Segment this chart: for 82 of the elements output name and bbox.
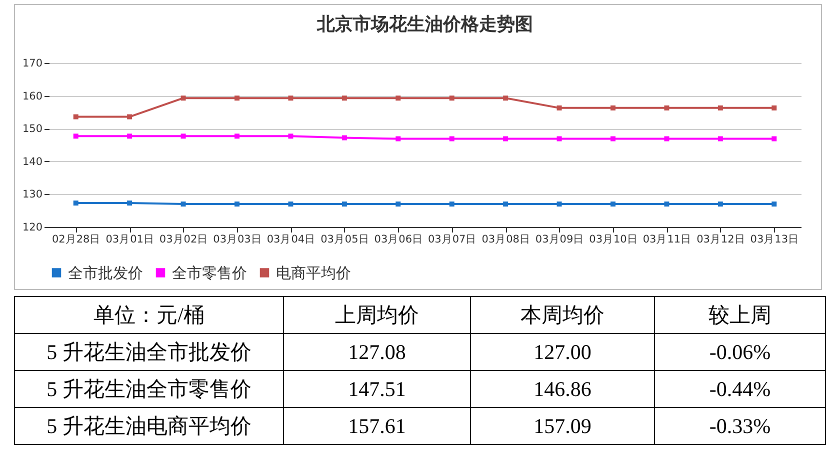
point (342, 135, 347, 140)
chart-title: 北京市场花生油价格走势图 (316, 14, 533, 35)
text: -0.33% (654, 408, 826, 444)
point (342, 96, 347, 101)
point (396, 202, 401, 207)
point (396, 96, 401, 101)
point (180, 134, 186, 139)
point (556, 105, 562, 110)
point (503, 136, 508, 142)
text: 127.08 (284, 334, 470, 370)
text: 较上周 (654, 296, 826, 334)
point (718, 105, 723, 110)
y-tick-label: 140 (22, 156, 42, 168)
point (556, 202, 562, 207)
point (342, 202, 347, 207)
x-tick-label: 03月02日 (159, 234, 208, 246)
x-tick-label: 03月12日 (696, 234, 746, 246)
y-tick-label: 120 (22, 222, 42, 234)
text: 157.61 (284, 408, 470, 444)
x-tick-label: 03月13日 (750, 234, 800, 246)
point (73, 114, 78, 120)
point (234, 134, 240, 139)
y-tick-label: 150 (22, 123, 42, 136)
point (127, 134, 132, 139)
legend-label: 电商平均价 (276, 264, 351, 282)
x-tick-label: 03月07日 (428, 234, 477, 246)
point (772, 202, 777, 207)
point (503, 96, 508, 101)
point (772, 136, 777, 142)
x-tick-label: 03月04日 (266, 234, 316, 246)
text: 127.00 (470, 334, 654, 370)
point (73, 134, 78, 139)
point (396, 136, 401, 142)
x-tick-label: 02月28日 (52, 234, 101, 246)
point (234, 96, 240, 101)
point (288, 96, 294, 101)
point (180, 96, 186, 101)
text: -0.44% (654, 370, 826, 408)
point (610, 105, 616, 110)
x-tick-label: 03月09日 (535, 234, 584, 246)
legend-label: 全市零售价 (172, 264, 247, 282)
text: 147.51 (284, 370, 470, 408)
point (288, 202, 294, 207)
point (234, 202, 240, 207)
point (664, 136, 670, 142)
legend-label: 全市批发价 (68, 264, 143, 282)
y-tick-label: 170 (22, 58, 42, 70)
text: 146.86 (470, 370, 654, 408)
point (718, 136, 723, 142)
point (664, 202, 670, 207)
text: -0.06% (654, 334, 826, 370)
point (449, 202, 454, 207)
point (449, 136, 454, 142)
point (718, 202, 723, 207)
y-tick-label: 130 (22, 188, 42, 201)
point (127, 200, 132, 206)
x-tick-label: 03月11日 (642, 234, 692, 246)
text: 5 升花生油全市零售价 (14, 370, 284, 408)
text: 本周均价 (470, 296, 654, 334)
x-tick-label: 03月03日 (213, 234, 262, 246)
text: 157.09 (470, 408, 654, 444)
x-tick-label: 03月10日 (589, 234, 638, 246)
x-tick-label: 03月06日 (374, 234, 424, 246)
point (180, 202, 186, 207)
y-tick-label: 160 (22, 90, 42, 102)
point (503, 202, 508, 207)
point (664, 105, 670, 110)
point (610, 202, 616, 207)
text: 单位：元/桶 (14, 296, 284, 334)
point (73, 200, 78, 206)
text: 上周均价 (284, 296, 470, 334)
point (127, 114, 132, 120)
x-tick-label: 03月05日 (320, 234, 370, 246)
text: 5 升花生油电商平均价 (14, 408, 284, 444)
point (449, 96, 454, 101)
point (772, 105, 777, 110)
point (288, 134, 294, 139)
text: 5 升花生油全市批发价 (14, 334, 284, 370)
point (610, 136, 616, 142)
x-tick-label: 03月01日 (106, 234, 154, 246)
point (556, 136, 562, 142)
x-tick-label: 03月08日 (482, 234, 530, 246)
